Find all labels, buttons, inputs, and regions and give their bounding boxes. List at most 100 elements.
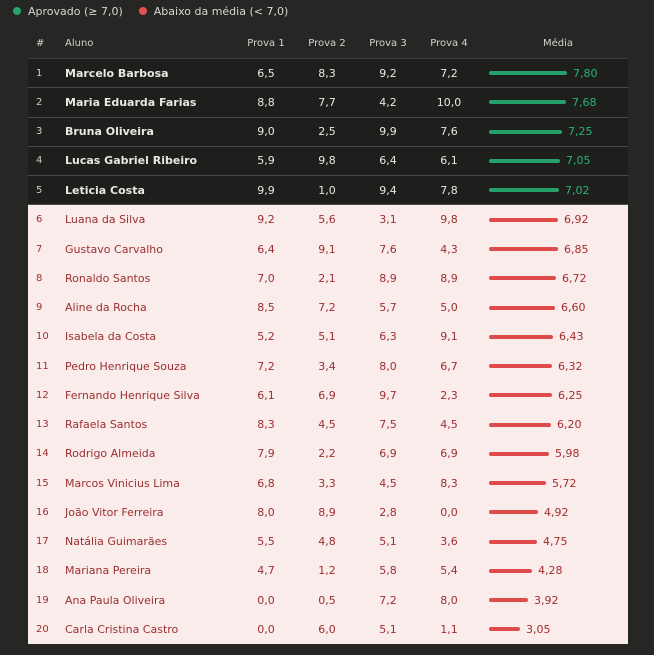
grade-prova-2: 9,1 [318, 242, 336, 256]
media-value: 5,98 [555, 447, 580, 461]
grade-prova-4: 9,8 [440, 213, 458, 227]
row-number: 4 [36, 155, 43, 167]
header-prova-1[interactable]: Prova 1 [247, 37, 285, 49]
grade-prova-2: 0,5 [318, 593, 336, 607]
media-bar [489, 568, 532, 573]
student-name: Ana Paula Oliveira [65, 593, 166, 607]
media-value: 3,05 [526, 622, 551, 636]
grade-prova-1: 5,5 [257, 535, 275, 549]
grade-prova-3: 9,9 [379, 125, 397, 139]
grade-prova-1: 6,4 [257, 242, 275, 256]
grade-prova-1: 9,0 [257, 125, 275, 139]
table-row[interactable]: 10 Isabela da Costa 5,2 5,1 6,3 9,1 6,43 [28, 322, 628, 351]
media-value: 7,05 [566, 154, 591, 168]
media-value: 6,72 [562, 271, 587, 285]
header-prova-2[interactable]: Prova 2 [308, 37, 346, 49]
student-name: Rodrigo Almeida [65, 447, 156, 461]
media-value: 7,02 [565, 183, 590, 197]
grade-prova-2: 1,2 [318, 564, 336, 578]
grade-prova-3: 9,2 [379, 66, 397, 80]
grade-prova-4: 3,6 [440, 535, 458, 549]
header-num[interactable]: # [36, 37, 45, 49]
media-cell: 6,43 [489, 322, 584, 351]
media-bar [489, 217, 558, 222]
row-number: 3 [36, 126, 43, 138]
row-number: 5 [36, 184, 43, 196]
media-bar [489, 71, 567, 76]
grade-prova-3: 3,1 [379, 213, 397, 227]
media-value: 4,75 [543, 535, 568, 549]
table-row[interactable]: 7 Gustavo Carvalho 6,4 9,1 7,6 4,3 6,85 [28, 235, 628, 264]
table-header: # Aluno Prova 1 Prova 2 Prova 3 Prova 4 … [28, 28, 628, 59]
grade-prova-2: 6,0 [318, 622, 336, 636]
header-prova-4[interactable]: Prova 4 [430, 37, 468, 49]
row-number: 18 [36, 565, 49, 577]
table-row[interactable]: 13 Rafaela Santos 8,3 4,5 7,5 4,5 6,20 [28, 410, 628, 439]
row-number: 17 [36, 536, 49, 548]
grade-prova-4: 7,6 [440, 125, 458, 139]
header-prova-3[interactable]: Prova 3 [369, 37, 407, 49]
grade-prova-4: 6,9 [440, 447, 458, 461]
table-row[interactable]: 6 Luana da Silva 9,2 5,6 3,1 9,8 6,92 [28, 205, 628, 234]
grade-prova-2: 1,0 [318, 183, 336, 197]
header-media[interactable]: Média [542, 37, 574, 49]
table-row[interactable]: 2 Maria Eduarda Farias 8,8 7,7 4,2 10,0 7,68 [28, 88, 628, 118]
table-row[interactable]: 9 Aline da Rocha 8,5 7,2 5,7 5,0 6,60 [28, 293, 628, 322]
media-value: 6,92 [564, 213, 589, 227]
grade-prova-4: 2,3 [440, 388, 458, 402]
grade-prova-1: 6,5 [257, 66, 275, 80]
grade-prova-4: 9,1 [440, 330, 458, 344]
grade-prova-2: 8,9 [318, 505, 336, 519]
grade-prova-2: 4,8 [318, 535, 336, 549]
table-row[interactable]: 8 Ronaldo Santos 7,0 2,1 8,9 8,9 6,72 [28, 264, 628, 293]
row-number: 2 [36, 96, 43, 108]
grade-prova-4: 4,5 [440, 418, 458, 432]
table-row[interactable]: 20 Carla Cristina Castro 0,0 6,0 5,1 1,1 3,05 [28, 615, 628, 644]
media-bar [489, 100, 566, 105]
grade-prova-2: 2,5 [318, 125, 336, 139]
media-cell: 6,92 [489, 205, 589, 234]
table-row[interactable]: 5 Leticia Costa 9,9 1,0 9,4 7,8 7,02 [28, 176, 628, 206]
media-bar [489, 627, 520, 632]
grade-prova-2: 3,3 [318, 476, 336, 490]
table-row[interactable]: 12 Fernando Henrique Silva 6,1 6,9 9,7 2,3 6,2… [28, 381, 628, 410]
table-row[interactable]: 18 Mariana Pereira 4,7 1,2 5,8 5,4 4,28 [28, 556, 628, 585]
grade-prova-1: 8,0 [257, 505, 275, 519]
table-row[interactable]: 15 Marcos Vinicius Lima 6,8 3,3 4,5 8,3 5,72 [28, 469, 628, 498]
table-row[interactable]: 11 Pedro Henrique Souza 7,2 3,4 8,0 6,7 6,32 [28, 352, 628, 381]
media-bar [489, 539, 537, 544]
student-name: Bruna Oliveira [65, 125, 154, 139]
table-row[interactable]: 17 Natália Guimarães 5,5 4,8 5,1 3,6 4,75 [28, 527, 628, 556]
header-name[interactable]: Aluno [65, 37, 94, 49]
grade-prova-3: 5,8 [379, 564, 397, 578]
table-row[interactable]: 1 Marcelo Barbosa 6,5 8,3 9,2 7,2 7,80 [28, 59, 628, 89]
table-row[interactable]: 4 Lucas Gabriel Ribeiro 5,9 9,8 6,4 6,1 7,05 [28, 146, 628, 176]
media-bar [489, 247, 558, 252]
table-row[interactable]: 14 Rodrigo Almeida 7,9 2,2 6,9 6,9 5,98 [28, 439, 628, 468]
student-name: Aline da Rocha [65, 301, 147, 315]
table-row[interactable]: 19 Ana Paula Oliveira 0,0 0,5 7,2 8,0 3,92 [28, 586, 628, 615]
media-value: 4,28 [538, 564, 563, 578]
row-number: 14 [36, 448, 49, 460]
student-name: Leticia Costa [65, 183, 145, 197]
grade-prova-2: 2,1 [318, 271, 336, 285]
grade-prova-2: 2,2 [318, 447, 336, 461]
row-number: 6 [36, 214, 43, 226]
media-cell: 6,20 [489, 410, 582, 439]
grade-prova-4: 6,1 [440, 154, 458, 168]
table-row[interactable]: 16 João Vitor Ferreira 8,0 8,9 2,8 0,0 4,92 [28, 498, 628, 527]
grade-prova-1: 5,2 [257, 330, 275, 344]
grade-prova-4: 8,0 [440, 593, 458, 607]
grade-prova-1: 8,3 [257, 418, 275, 432]
media-bar [489, 481, 546, 486]
media-value: 6,20 [557, 418, 582, 432]
media-bar [489, 158, 560, 163]
grade-prova-1: 7,0 [257, 271, 275, 285]
row-number: 7 [36, 243, 43, 255]
media-value: 6,85 [564, 242, 589, 256]
media-value: 6,32 [558, 359, 583, 373]
table-row[interactable]: 3 Bruna Oliveira 9,0 2,5 9,9 7,6 7,25 [28, 117, 628, 147]
grade-prova-3: 8,9 [379, 271, 397, 285]
row-number: 8 [36, 272, 43, 284]
legend: Aprovado (≥ 7,0) Abaixo da média (< 7,0) [13, 3, 288, 19]
